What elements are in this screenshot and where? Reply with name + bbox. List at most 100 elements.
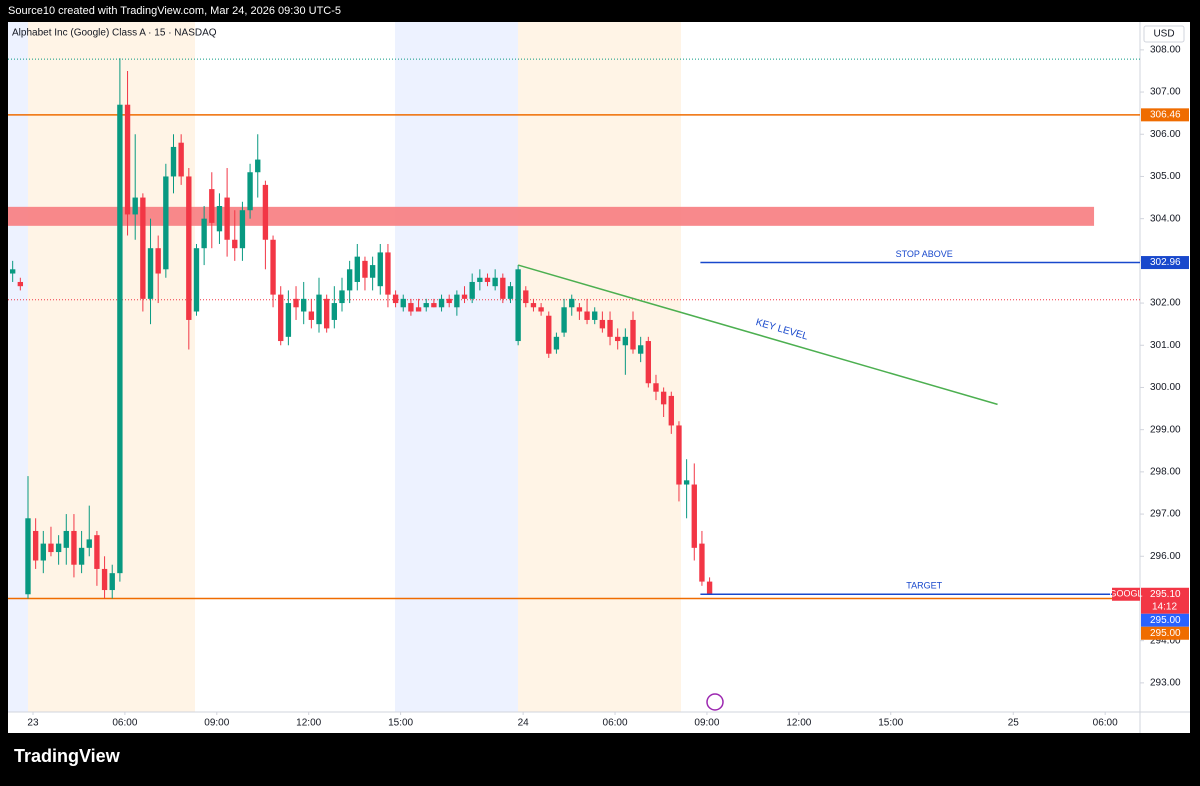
candle-body: [569, 298, 575, 308]
price-label-bg: [1141, 256, 1189, 270]
candle-body: [576, 307, 583, 312]
candle-body: [247, 172, 253, 211]
candle-body: [438, 298, 445, 308]
candle-body: [546, 315, 552, 354]
candle-body: [178, 142, 184, 177]
candle-body: [431, 303, 437, 308]
x-tick-label: 09:00: [204, 718, 229, 729]
candle-body: [301, 298, 307, 312]
x-tick-label: 06:00: [112, 718, 137, 729]
y-tick-label: 294.00: [1150, 635, 1181, 646]
price-label-bg: [1141, 613, 1189, 627]
candle-body: [553, 336, 560, 350]
price-label: 295.00: [1150, 628, 1181, 639]
footer-logo: TradingView: [14, 746, 121, 766]
candle-body: [683, 480, 690, 485]
candle-body: [140, 197, 146, 299]
symbol-bg: [1112, 587, 1140, 601]
session-post: [8, 22, 28, 712]
icon: [706, 693, 724, 711]
candle-body: [339, 290, 345, 304]
level-label: STOP ABOVE: [896, 249, 953, 259]
candle-body: [71, 530, 77, 565]
candle-body: [622, 336, 629, 346]
candle-body: [630, 319, 636, 350]
zone: [8, 206, 1095, 226]
candle-body: [186, 176, 192, 320]
candle-body: [32, 530, 39, 561]
candle-body: [699, 543, 705, 582]
price-label-bg: [1141, 108, 1189, 122]
candle-body: [132, 197, 138, 215]
x-tick-label: 25: [1008, 718, 1020, 729]
candle-body: [48, 543, 54, 553]
x-tick-label: 15:00: [878, 718, 903, 729]
candle-body: [101, 568, 108, 591]
candle-body: [507, 286, 514, 299]
candle-body: [55, 543, 62, 553]
candle-body: [262, 184, 269, 240]
candle-body: [117, 104, 123, 574]
candle-body: [270, 239, 276, 295]
level-label: TARGET: [906, 581, 942, 591]
y-tick-label: 307.00: [1150, 87, 1181, 98]
y-tick-label: 293.00: [1150, 678, 1181, 689]
x-tick-label: 06:00: [1093, 718, 1118, 729]
candle-body: [239, 210, 246, 249]
candle-body: [40, 543, 46, 561]
candle-body: [477, 277, 483, 282]
candle-body: [9, 269, 16, 274]
candle-body: [561, 307, 567, 333]
candle-body: [446, 298, 452, 304]
candle-body: [109, 573, 115, 591]
x-tick-label: 12:00: [296, 718, 321, 729]
candle-body: [163, 176, 169, 270]
price-label: 302.96: [1150, 257, 1181, 268]
candle-body: [377, 252, 383, 287]
price-label-bg: [1141, 587, 1189, 614]
x-tick-label: 06:00: [603, 718, 628, 729]
candle-body: [530, 303, 537, 308]
candle-body: [362, 260, 368, 278]
x-tick-label: 24: [518, 718, 530, 729]
candle-body: [94, 535, 100, 569]
candle-body: [599, 319, 606, 329]
y-tick-label: 308.00: [1150, 44, 1181, 55]
price-label: 306.46: [1150, 109, 1181, 120]
candle-body: [147, 248, 154, 299]
y-tick-label: 298.00: [1150, 467, 1181, 478]
x-tick-label: 15:00: [388, 718, 413, 729]
candle-body: [86, 539, 92, 548]
x-tick-label: 23: [27, 718, 39, 729]
chart-title: Alphabet Inc (Google) Class A · 15 · NAS…: [12, 28, 217, 39]
candle-body: [17, 281, 24, 287]
candle-body: [155, 248, 161, 274]
y-tick-label: 302.00: [1150, 298, 1181, 309]
candle-body: [408, 303, 414, 312]
candle-body: [515, 269, 521, 342]
candle-body: [653, 383, 659, 392]
candle-body: [255, 159, 261, 173]
candle-body: [392, 294, 399, 304]
candle-body: [615, 336, 621, 342]
candle-body: [278, 294, 284, 342]
y-tick-label: 297.00: [1150, 509, 1181, 520]
price-label-bg: [1141, 626, 1189, 640]
candle-body: [25, 518, 31, 595]
x-tick-label: 09:00: [694, 718, 719, 729]
candle-body: [607, 319, 613, 337]
candle-body: [660, 391, 667, 405]
currency: USD: [1153, 29, 1174, 40]
candle-body: [323, 298, 330, 329]
trend-line: [517, 264, 998, 406]
candle-body: [676, 425, 682, 485]
y-tick-label: 304.00: [1150, 213, 1181, 224]
candle-body: [492, 277, 498, 287]
candle-body: [385, 252, 391, 295]
candle-body: [201, 218, 207, 249]
candle-body: [224, 197, 230, 240]
candle-body: [415, 307, 422, 312]
candle-body: [637, 345, 644, 354]
